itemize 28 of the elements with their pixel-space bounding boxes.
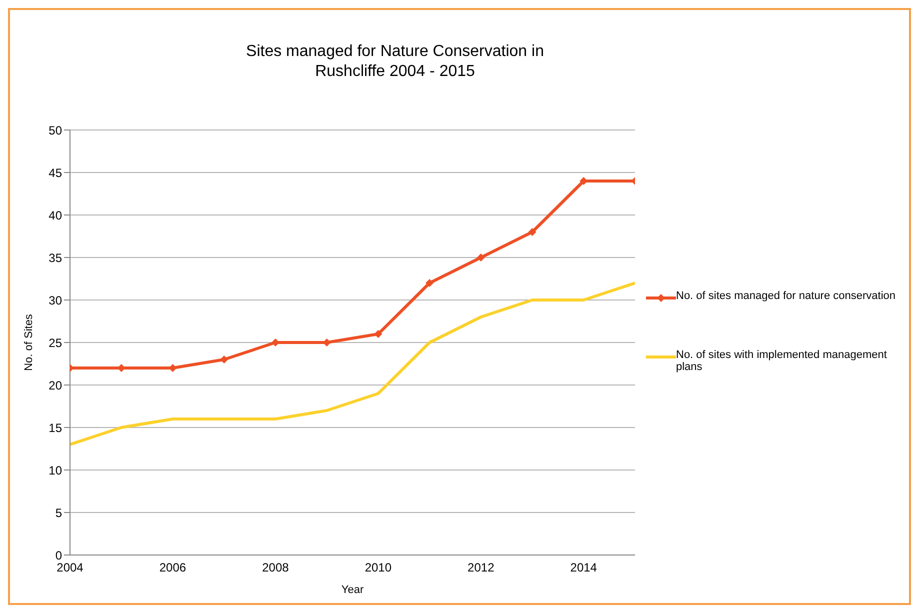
x-tick-label: 2004 <box>56 560 84 575</box>
y-tick-label: 40 <box>48 208 62 222</box>
x-tick-label: 2010 <box>364 560 392 575</box>
x-tick-label: 2006 <box>159 560 186 575</box>
y-tick-label: 10 <box>48 463 62 478</box>
y-tick-label: 50 <box>48 123 62 138</box>
y-tick-label: 25 <box>48 336 62 350</box>
y-tick-label: 20 <box>48 378 62 392</box>
y-tick-label: 15 <box>48 420 62 435</box>
y-tick-label: 45 <box>48 166 62 180</box>
y-tick-label: 30 <box>48 293 62 308</box>
y-axis-title: No. of Sites <box>22 314 35 371</box>
y-tick-label: 5 <box>55 506 62 520</box>
line-series <box>70 282 635 446</box>
legend-label: No. of sites with implemented management plans <box>676 349 888 373</box>
x-tick-label: 2012 <box>468 560 495 575</box>
point <box>220 356 228 364</box>
x-axis-title: Year <box>341 584 364 596</box>
y-tick-label: 0 <box>55 548 62 562</box>
chart-title: Sites managed for Nature Conservation in Rushcliffe 2004 - 2015 <box>245 42 545 82</box>
point <box>476 254 485 262</box>
x-tick-label: 2008 <box>262 560 290 575</box>
legend-label: No. of sites managed for nature conservation <box>676 290 896 302</box>
x-tick-label: 2014 <box>570 560 598 575</box>
point <box>528 228 536 236</box>
point <box>374 330 382 338</box>
point <box>426 279 434 287</box>
y-tick-label: 35 <box>48 250 62 265</box>
